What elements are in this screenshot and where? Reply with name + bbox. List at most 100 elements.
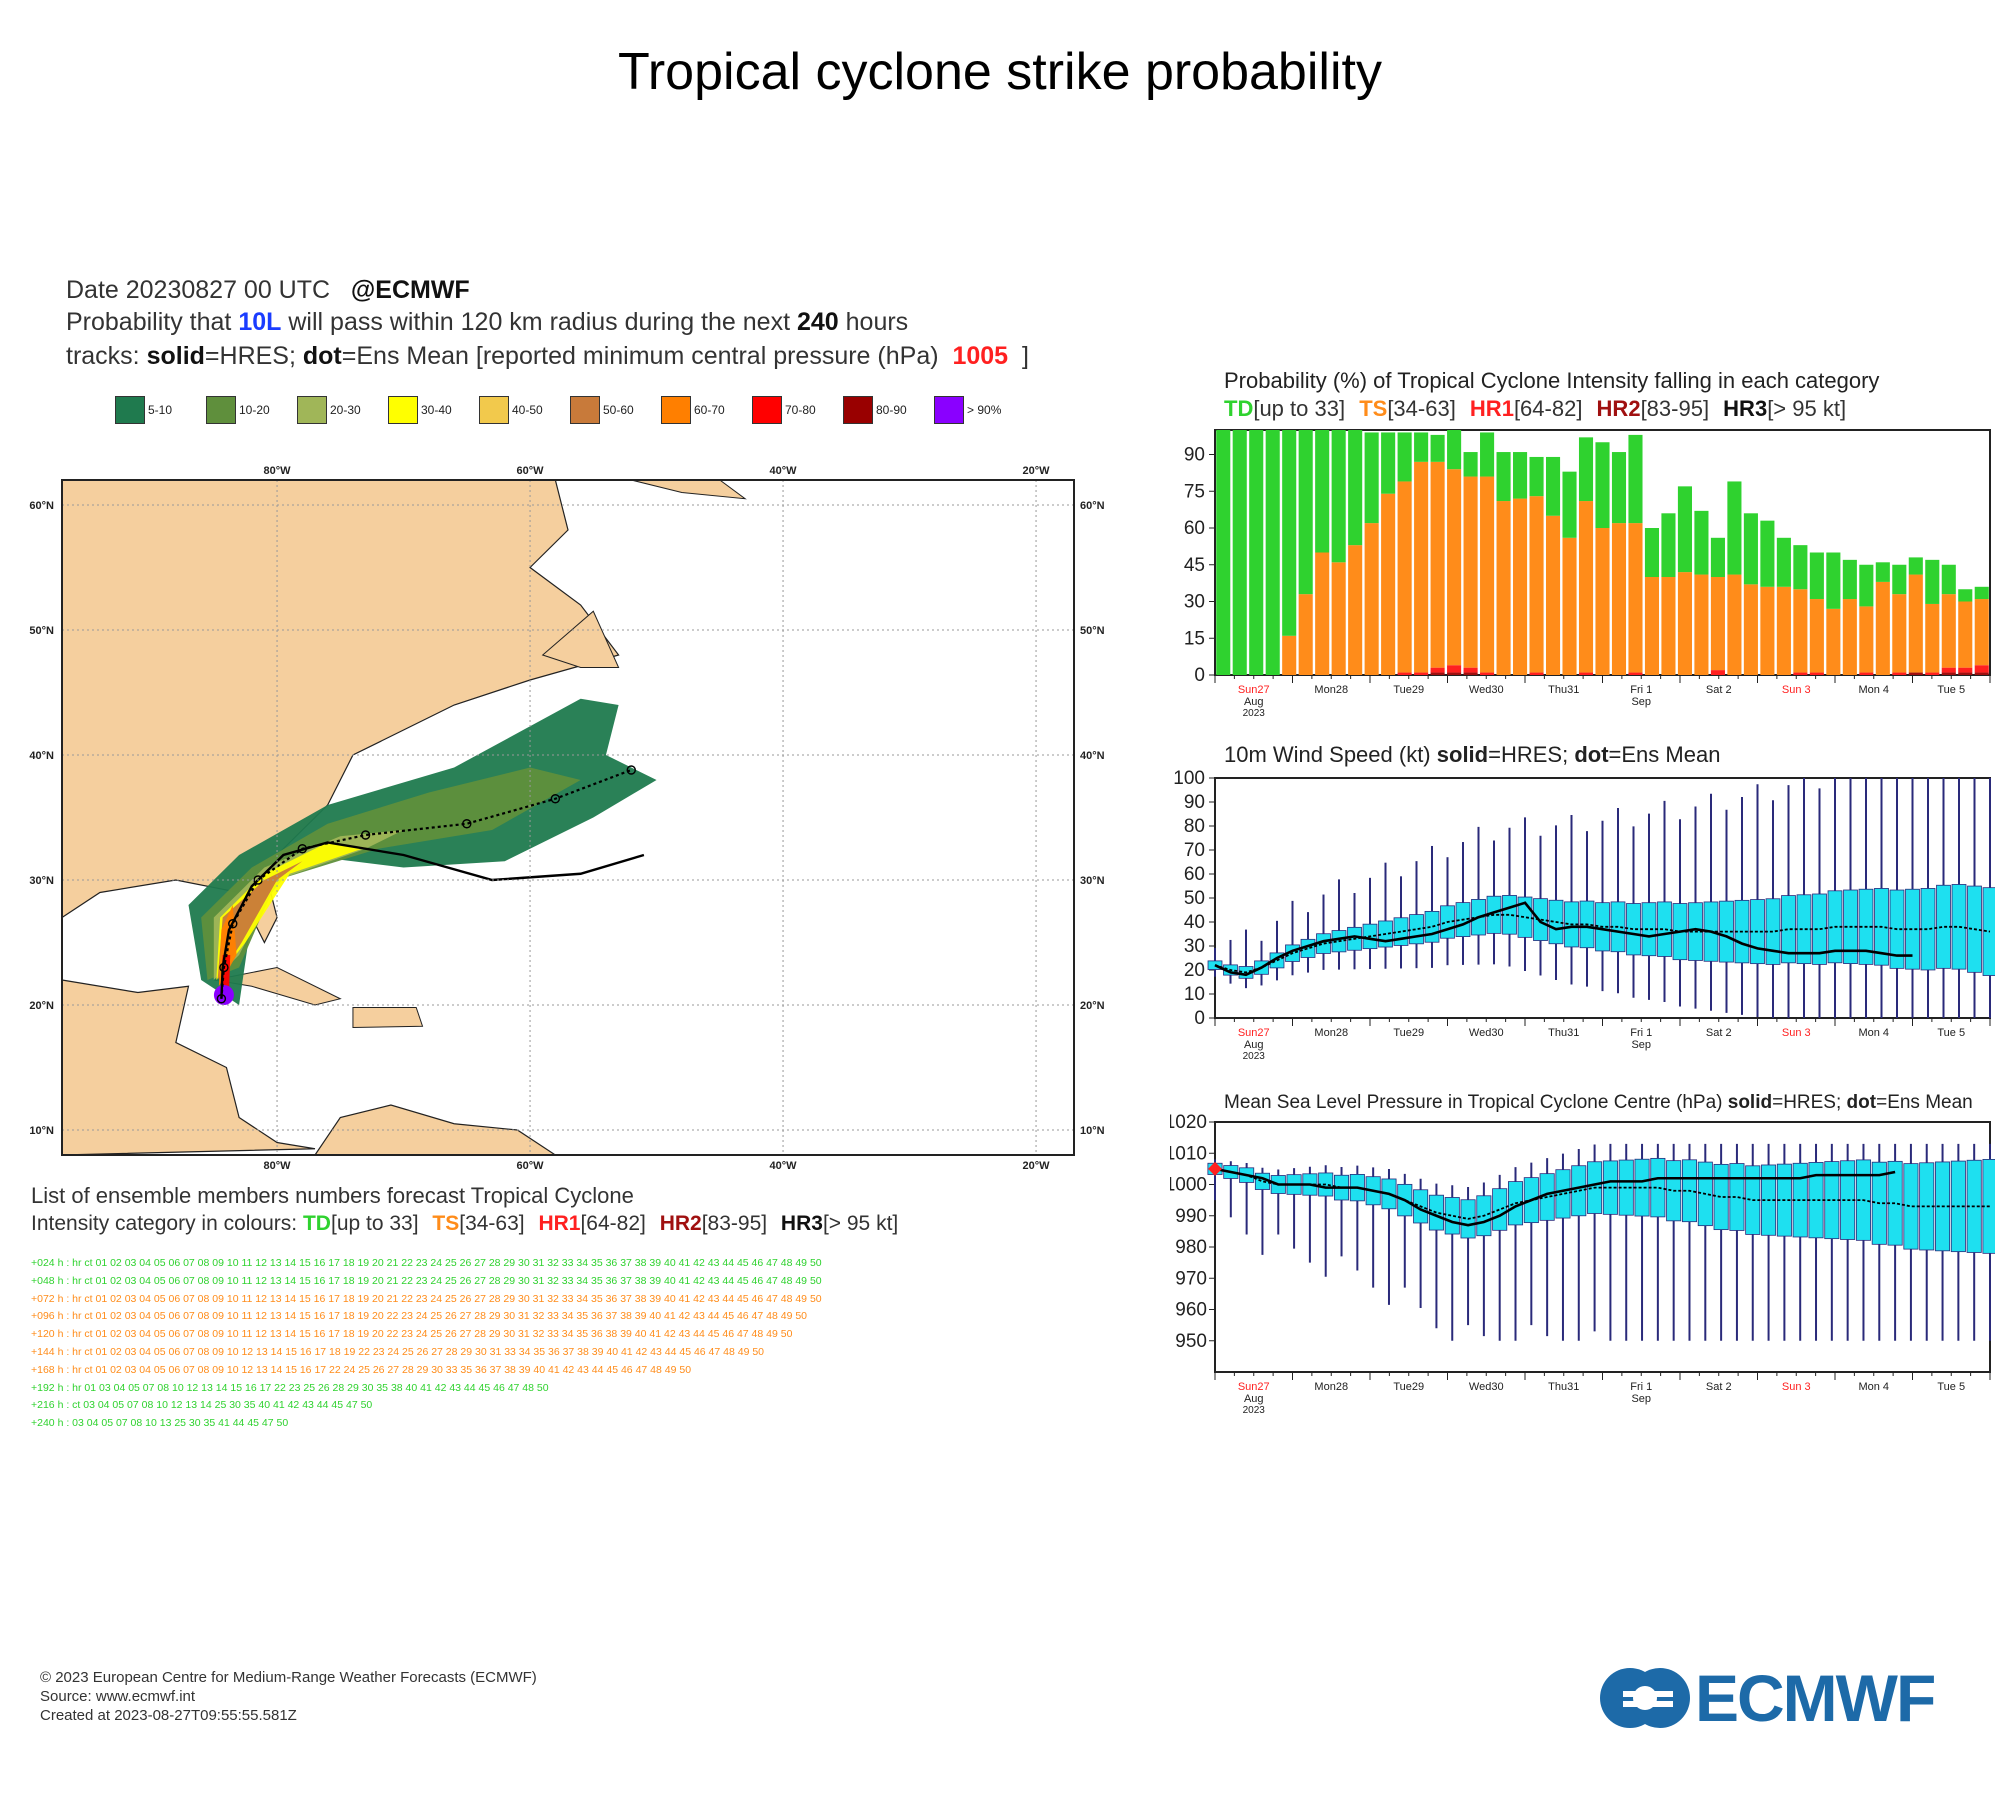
tracks-pressure: 1005 [952,342,1009,370]
prob-bar-ts [1447,469,1462,666]
prob-bar-hr1 [1925,672,1940,675]
prob-bar-ts [1727,574,1742,675]
prob-bar-td [1859,564,1874,607]
x-tick-label: Sat 2 [1706,1381,1732,1393]
prob-bar-td [1727,481,1742,575]
lat-label: 40°N [1080,750,1105,762]
tracks-prefix: tracks: [66,342,140,370]
prob-bar-ts [1842,599,1857,675]
y-tick-label: 40 [1184,912,1205,933]
prob-bar-td [1760,520,1775,587]
category-name: TD [1224,396,1254,421]
wind-title-dot: dot [1574,742,1609,767]
prob-bar-ts [1496,501,1511,675]
prob-bar-hr1 [1529,672,1544,675]
category-name: TS [1359,396,1388,421]
prob-bar-hr1 [1892,672,1907,675]
prob-bar-hr1 [1430,667,1445,673]
prob-bar-td [1397,432,1412,482]
x-tick-label: Sat 2 [1706,684,1732,696]
prob-bar-td [1545,456,1561,516]
legend-item: 5-10 [115,396,190,424]
ens-box [1571,1165,1587,1217]
legend-swatch [115,396,145,424]
legend-swatch [388,396,418,424]
prob-bar-ts [1892,594,1907,673]
prob-bar-ts [1529,496,1544,673]
mslp-chart-title: Mean Sea Level Pressure in Tropical Cycl… [1224,1092,1973,1114]
prob-bar-hr1 [1463,667,1478,673]
y-tick-label: 1000 [1170,1175,1207,1196]
ensemble-row: +072 h : hr ct 01 02 03 04 05 06 07 08 0… [31,1292,822,1305]
y-tick-label: 30 [1184,592,1205,613]
footer-copyright: © 2023 European Centre for Medium-Range … [40,1669,537,1686]
category-name: HR1 [538,1212,581,1235]
ensemble-row: +024 h : hr ct 01 02 03 04 05 06 07 08 0… [31,1257,822,1269]
ensemble-row: +120 h : hr ct 01 02 03 04 05 06 07 08 0… [31,1328,793,1341]
prob-bar-td [1447,430,1462,470]
legend-label: 10-20 [239,403,270,417]
prob-bar-td [1644,528,1660,577]
prob-bar-ts [1578,501,1594,673]
ens-box [1555,1169,1571,1219]
prob-bar-hr1 [1447,665,1462,673]
storm-id: 10L [238,308,282,336]
x-tick-label: Mon 4 [1858,1381,1889,1393]
x-tick-label: Thu31 [1548,1381,1579,1393]
ecmwf-logo: ECMWF [1595,1660,1936,1736]
prob-bar-ts [1710,577,1725,671]
x-tick-sublabel: Aug [1244,1393,1264,1405]
y-tick-label: 980 [1175,1237,1207,1258]
prob-bar-td [1710,537,1725,577]
prob-bar-ts [1463,476,1478,668]
y-tick-label: 90 [1184,792,1205,813]
x-tick-label: Tue 5 [1937,684,1965,696]
legend-swatch [843,396,873,424]
prob-bar-ts [1348,545,1363,675]
legend-label: 30-40 [421,403,452,417]
prob-bar-td [1315,430,1330,553]
x-tick-label: Sun 3 [1782,1027,1811,1039]
x-tick-label: Mon28 [1314,684,1348,696]
ens-box [1657,901,1672,957]
wind-title-solid: solid [1436,742,1489,767]
hres-track [220,841,645,999]
prob-bar-td [1513,452,1528,499]
prob-bar-hr1 [1397,672,1412,675]
category-range: [> 95 kt] [1767,396,1847,421]
x-tick-sublabel: 2023 [1243,1405,1266,1416]
prob-bar-td [1958,589,1973,602]
ens-mean-line [1214,913,1991,974]
prob-bar-td [1661,513,1676,577]
category-range: [64-82] [580,1212,652,1235]
x-tick-label: Sun 3 [1782,684,1811,696]
category-prefix: Intensity category in colours: [31,1212,298,1235]
land-hispaniola [352,1007,424,1029]
mslp-plot-frame [1214,1121,1991,1373]
legend-swatch [206,396,236,424]
footer-created: Created at 2023-08-27T09:55:55.581Z [40,1707,297,1724]
prob-chart-category-legend: TD[up to 33] TS[34-63] HR1[64-82] HR2[83… [1224,396,1854,422]
prob-bar-td [1265,430,1280,675]
lon-label: 60°W [517,465,545,477]
prob-bar-ts [1562,537,1577,675]
lat-label: 20°N [1080,1000,1105,1012]
prob-bar-ts [1694,574,1709,675]
ens-box [1393,917,1409,946]
category-name: HR3 [1723,396,1768,421]
ens-mean-marker [219,962,229,973]
prob-bar-td [1628,434,1643,524]
x-tick-label: Wed30 [1469,1027,1504,1039]
lon-label: 40°W [770,465,798,477]
lon-label: 60°W [517,1160,545,1172]
prob-bar-ts [1776,586,1791,675]
prob-bar-td [1743,513,1758,585]
y-tick-label: 1010 [1170,1143,1207,1164]
x-tick-label: Tue29 [1393,1027,1424,1039]
prob-bar-ts [1480,476,1495,673]
x-tick-sublabel: 2023 [1243,708,1266,719]
prob-prefix: Probability that [66,308,232,336]
